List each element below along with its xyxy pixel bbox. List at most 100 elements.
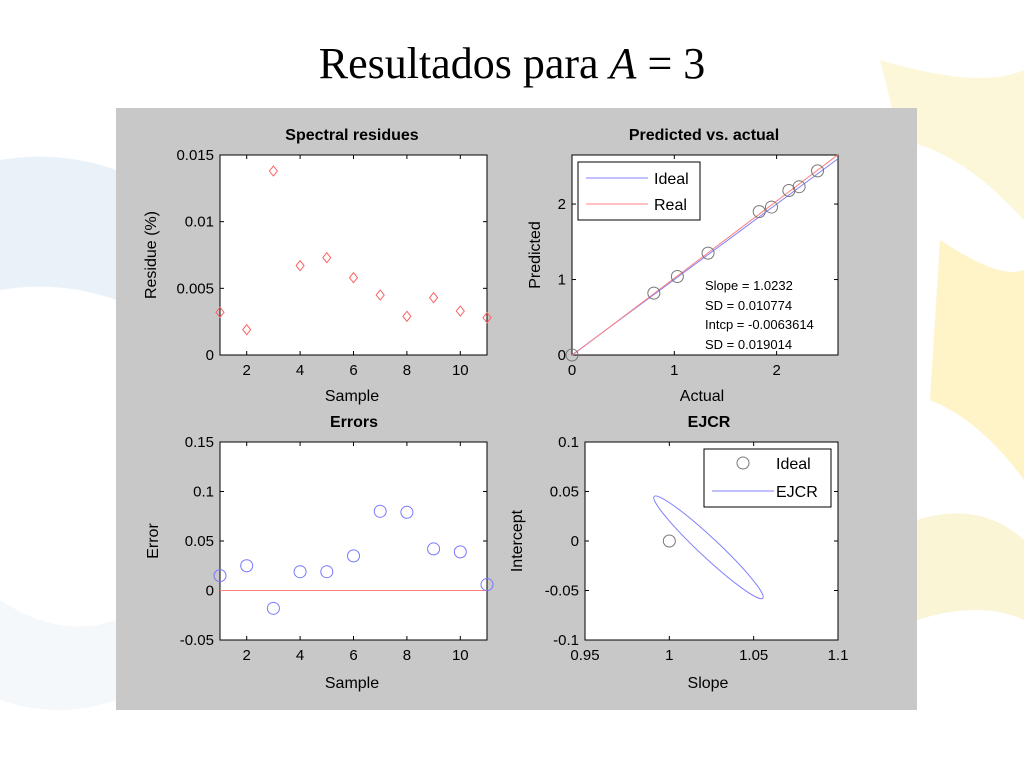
xtick-label: 4 xyxy=(296,362,304,379)
annotation-intercept: Intcp = -0.0063614 xyxy=(705,317,814,332)
ytick-label: 0.01 xyxy=(185,214,214,231)
prediction-point xyxy=(752,205,766,219)
ejcr-markers xyxy=(662,534,676,548)
residue-point xyxy=(215,306,225,319)
prediction-point xyxy=(670,270,684,284)
legend-real-label: Real xyxy=(654,197,687,214)
error-point xyxy=(213,569,227,583)
xtick-label: 10 xyxy=(452,647,469,664)
legend-ideal-label: Ideal xyxy=(654,171,689,188)
residue-point xyxy=(455,305,465,317)
error-point xyxy=(400,505,414,519)
ejcr-legend-ejcr-label: EJCR xyxy=(776,484,818,501)
residues-ylabel: Residue (%) xyxy=(143,211,160,299)
prediction-point xyxy=(792,180,806,194)
ejcr-title: EJCR xyxy=(688,414,731,431)
residues-title: Spectral residues xyxy=(285,127,419,144)
ytick-label: 0.05 xyxy=(550,484,579,501)
ytick-label: -0.05 xyxy=(545,583,579,600)
xtick-label: 1 xyxy=(665,647,673,664)
ytick-label: 0.1 xyxy=(193,484,214,501)
ytick-label: -0.1 xyxy=(553,632,579,649)
xtick-label: 2 xyxy=(772,362,780,379)
errors-markers xyxy=(213,504,494,615)
ytick-label: 0 xyxy=(206,347,214,364)
ytick-label: 0.005 xyxy=(176,280,214,297)
residue-point xyxy=(375,289,385,301)
ejcr-ylabel: Intercept xyxy=(509,509,526,572)
ideal-point xyxy=(662,534,676,548)
residue-point xyxy=(295,259,305,272)
pred-actual-markers xyxy=(565,164,825,362)
xtick-label: 0.95 xyxy=(570,647,599,664)
prediction-point xyxy=(701,246,715,260)
pred-actual-panel: Predicted vs. actual 0 1 2 0 1 2 Ideal Real S… xyxy=(527,127,839,405)
ejcr-ticks: 0.95 1 1.05 1.1 -0.1 -0.05 0 0.05 0.1 xyxy=(545,434,849,664)
residues-axes xyxy=(219,154,488,356)
error-point xyxy=(373,504,387,518)
prediction-point xyxy=(765,200,778,214)
ytick-label: 0.015 xyxy=(176,147,214,164)
pred-actual-title: Predicted vs. actual xyxy=(629,127,779,144)
prediction-point xyxy=(811,164,825,178)
xtick-label: 1.05 xyxy=(739,647,768,664)
error-point xyxy=(480,578,494,592)
errors-axes xyxy=(219,441,488,641)
errors-panel: Errors 2 4 6 8 10 -0.05 0 0.05 0.1 0.15 Sample Er… xyxy=(145,414,494,692)
ytick-label: 2 xyxy=(558,196,566,213)
slide-title-prefix: Resultados para xyxy=(318,39,599,88)
annotation-slope: Slope = 1.0232 xyxy=(705,278,793,293)
ytick-label: 1 xyxy=(558,272,566,289)
figure-window: Spectral residues 2 4 6 8 1000.0050.010.015 … xyxy=(116,108,917,710)
error-point xyxy=(293,565,307,579)
slide-title-suffix: = 3 xyxy=(647,39,706,88)
residue-point xyxy=(482,311,492,324)
xtick-label: 10 xyxy=(452,362,469,379)
regression-annotation: Slope = 1.0232 SD = 0.010774 Intcp = -0.… xyxy=(705,278,814,352)
legend-ideal-marker xyxy=(736,456,750,470)
xtick-label: 4 xyxy=(296,647,304,664)
residues-ticks: 2 4 6 8 10 0 0.005 0.01 0.015 xyxy=(176,147,487,379)
residue-point xyxy=(268,165,279,177)
error-point xyxy=(427,542,441,556)
xtick-label: 8 xyxy=(403,647,411,664)
ytick-label: 0.1 xyxy=(558,434,579,451)
ejcr-xlabel: Slope xyxy=(688,675,729,692)
ytick-label: 0.05 xyxy=(185,533,214,550)
ejcr-legend-box xyxy=(703,448,832,508)
xtick-label: 0 xyxy=(568,362,576,379)
residues-markers xyxy=(215,165,492,336)
error-point xyxy=(453,545,467,559)
residue-point xyxy=(322,251,332,264)
errors-ticks: 2 4 6 8 10 -0.05 0 0.05 0.1 0.15 xyxy=(180,434,487,664)
xtick-label: 1.1 xyxy=(828,647,849,664)
ejcr-lines xyxy=(653,495,764,600)
ytick-label: -0.05 xyxy=(180,632,214,649)
ejcr-legend-ideal-label: Ideal xyxy=(776,456,811,473)
pred-actual-legend: Ideal Real xyxy=(577,161,701,221)
ytick-label: 0 xyxy=(571,533,579,550)
xtick-label: 6 xyxy=(349,362,357,379)
slide-title: Resultados para A = 3 xyxy=(0,38,1024,89)
residue-point xyxy=(348,271,359,284)
residues-panel: Spectral residues 2 4 6 8 1000.0050.010.015 … xyxy=(143,127,492,405)
pred-actual-legend-box xyxy=(577,161,701,221)
xtick-label: 2 xyxy=(243,647,251,664)
xtick-label: 1 xyxy=(670,362,678,379)
ytick-label: 0 xyxy=(558,347,566,364)
annotation-slope-sd: SD = 0.010774 xyxy=(705,298,792,313)
xtick-label: 6 xyxy=(349,647,357,664)
ejcr-ellipse xyxy=(653,495,764,600)
xtick-label: 8 xyxy=(403,362,411,379)
xtick-label: 2 xyxy=(243,362,251,379)
pred-actual-xlabel: Actual xyxy=(680,388,724,405)
ytick-label: 0 xyxy=(206,583,214,600)
prediction-point xyxy=(647,286,661,300)
ejcr-panel: EJCR 0.95 1 1.05 1.1 -0.1 -0.05 0 0.05 0.1 Ideal… xyxy=(509,414,848,692)
error-point xyxy=(320,565,334,579)
error-point xyxy=(266,601,280,615)
errors-xlabel: Sample xyxy=(325,675,379,692)
ytick-label: 0.15 xyxy=(185,434,214,451)
error-point xyxy=(347,549,360,563)
